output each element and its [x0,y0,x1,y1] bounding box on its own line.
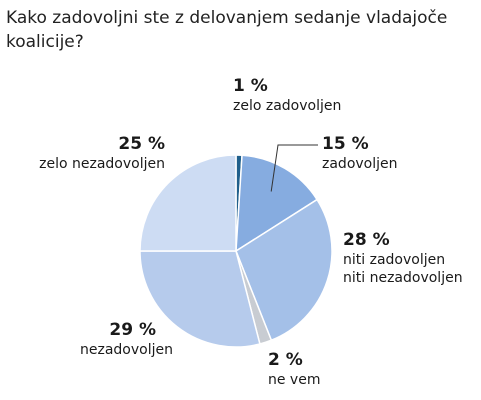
leader-line-zadovoljen [270,144,318,192]
pie-slice-niti [235,198,333,342]
slice-name-zelo-zadovoljen: zelo zadovoljen [233,98,342,114]
slice-label-niti: 28 % niti zadovoljen niti nezadovoljen [343,230,463,287]
slice-value-zadovoljen: 15 % [322,134,369,154]
slice-value-nezadovoljen: 29 % [109,320,156,340]
slice-value-zelo-nezadovoljen: 25 % [118,134,165,154]
slice-value-ne-vem: 2 % [268,350,303,370]
slice-name-ne-vem: ne vem [268,372,321,388]
slice-label-ne-vem: 2 % ne vem [268,350,320,389]
slice-value-niti: 28 % [343,230,390,250]
pie-slice-nezadovoljen [139,250,261,348]
pie-slice-zelo-nezadovoljen [139,154,237,252]
slice-name-nezadovoljen: nezadovoljen [80,342,173,358]
slice-value-zelo-zadovoljen: 1 % [233,76,268,96]
slice-label-zadovoljen: 15 % zadovoljen [322,134,398,173]
slice-name-zelo-nezadovoljen: zelo nezadovoljen [39,156,165,172]
slice-label-zelo-nezadovoljen: 25 % zelo nezadovoljen [30,134,165,173]
slice-name-niti: niti zadovoljen niti nezadovoljen [343,252,463,286]
slice-name-zadovoljen: zadovoljen [322,156,398,172]
slice-label-nezadovoljen: 29 % nezadovoljen [80,320,173,359]
pie-slice-zadovoljen [235,154,319,253]
chart-title: Kako zadovoljni ste z delovanjem sedanje… [6,8,448,52]
slice-label-zelo-zadovoljen: 1 % zelo zadovoljen [233,76,341,115]
